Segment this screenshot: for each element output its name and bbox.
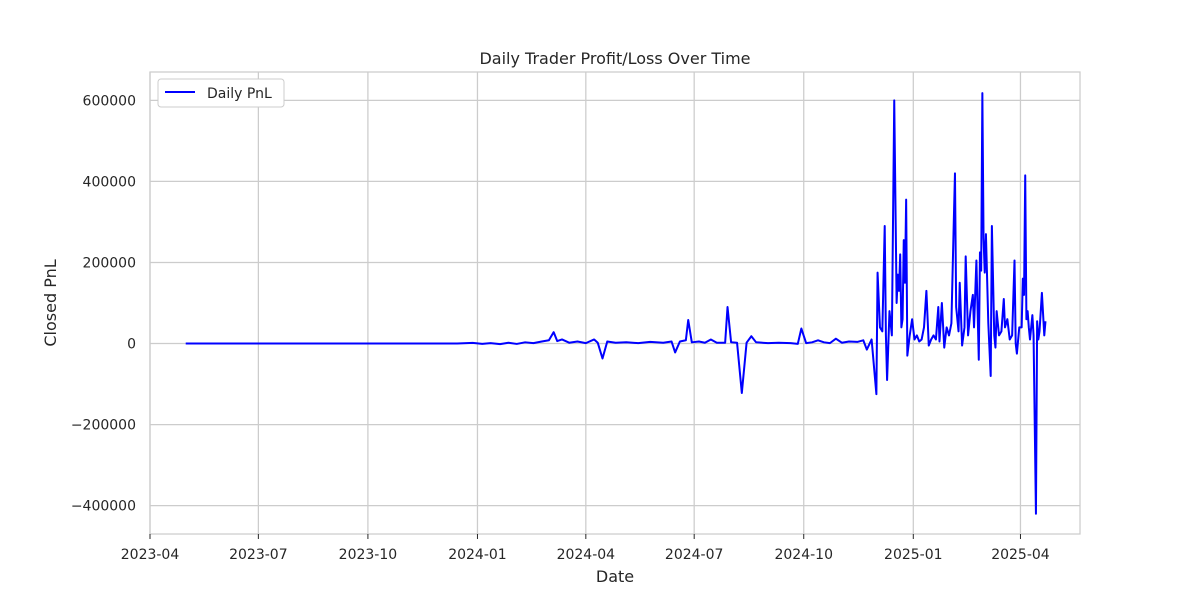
y-tick-label: −400000 xyxy=(71,499,136,515)
y-tick-label: 200000 xyxy=(83,255,136,271)
legend-label-daily-pnl: Daily PnL xyxy=(207,86,272,102)
y-tick-label: 400000 xyxy=(83,174,136,190)
x-axis-title: Date xyxy=(596,567,634,586)
x-tick-label: 2024-07 xyxy=(665,547,724,563)
x-tick-label: 2023-04 xyxy=(121,547,180,563)
x-tick-label: 2025-04 xyxy=(991,547,1050,563)
legend-box xyxy=(157,78,285,108)
x-tick-label: 2023-10 xyxy=(339,547,398,563)
series-line-daily-pnl xyxy=(185,92,1047,515)
legend: Daily PnL xyxy=(157,78,285,108)
y-axis-ticks: −400000 −200000 0 200000 400000 600000 xyxy=(71,93,136,514)
grid-layer xyxy=(149,72,1080,534)
x-tick-label: 2024-04 xyxy=(557,547,616,563)
y-tick-label: 0 xyxy=(127,337,136,353)
x-tick-label: 2025-01 xyxy=(884,547,943,563)
y-tick-label: −200000 xyxy=(71,418,136,434)
series-layer xyxy=(185,92,1047,515)
chart-title: Daily Trader Profit/Loss Over Time xyxy=(479,49,750,68)
y-tick-label: 600000 xyxy=(83,93,136,109)
x-tick-label: 2024-10 xyxy=(774,547,833,563)
plot-frame xyxy=(149,71,1081,535)
x-axis-ticks: 2023-04 2023-07 2023-10 2024-01 2024-04 2024-… xyxy=(121,534,1050,563)
x-tick-label: 2024-01 xyxy=(448,547,507,563)
y-axis-title: Closed PnL xyxy=(41,259,60,346)
x-tick-label: 2023-07 xyxy=(229,547,288,563)
